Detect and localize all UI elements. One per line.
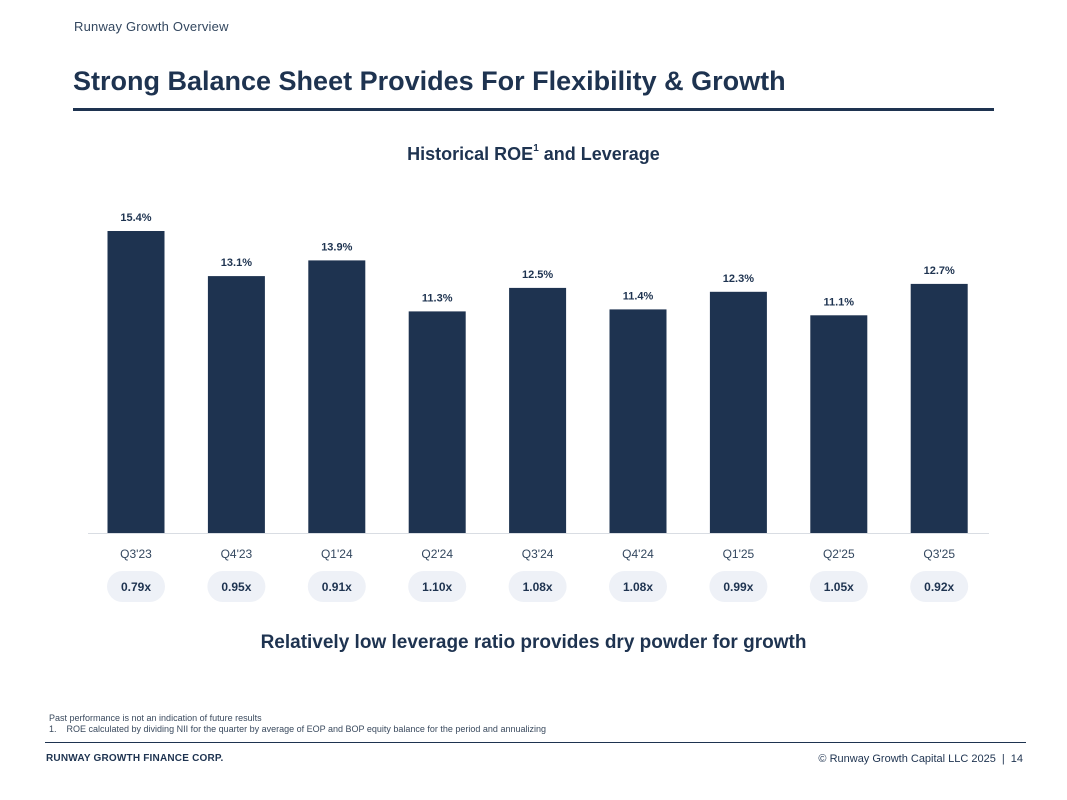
data-label: 11.3% — [422, 292, 453, 304]
roe-bar-chart: 15.4% Q3'23 0.79x 13.1% Q4'23 0.95x 13.9% Q1'24… — [88, 212, 989, 602]
leverage-pill — [709, 571, 768, 602]
data-label: 13.1% — [221, 257, 252, 269]
leverage-value: 0.95x — [221, 580, 251, 594]
title-divider — [73, 108, 994, 111]
x-tick-label: Q4'23 — [221, 547, 253, 561]
data-label: 11.1% — [824, 296, 855, 308]
bar-Q3'25 — [910, 283, 968, 533]
x-tick-label: Q1'25 — [723, 547, 755, 561]
leverage-pill — [307, 571, 366, 602]
leverage-pill — [207, 571, 266, 602]
page-number: 14 — [1010, 753, 1023, 765]
footer-right: © Runway Growth Capital LLC 2025 | 14 — [818, 753, 1023, 765]
bar-Q4'24 — [609, 309, 667, 533]
x-tick-label: Q3'25 — [923, 547, 955, 561]
data-label: 12.3% — [723, 273, 754, 285]
data-label: 12.7% — [924, 265, 955, 277]
leverage-value: 1.08x — [623, 580, 653, 594]
chart-title-main: Historical ROE — [407, 144, 534, 164]
bar-Q1'25 — [709, 291, 767, 533]
leverage-value: 0.99x — [723, 580, 753, 594]
leverage-value: 1.10x — [422, 580, 452, 594]
page-title: Strong Balance Sheet Provides For Flexib… — [73, 66, 786, 96]
bar-Q3'23 — [107, 231, 165, 533]
tagline: Relatively low leverage ratio provides d… — [260, 632, 807, 653]
data-label: 12.5% — [522, 269, 553, 281]
leverage-value: 0.92x — [924, 580, 954, 594]
leverage-pill — [508, 571, 567, 602]
leverage-pill — [809, 571, 868, 602]
x-tick-label: Q2'24 — [421, 547, 453, 561]
x-tick-label: Q3'24 — [522, 547, 554, 561]
footnote-disclaimer: Past performance is not an indication of… — [49, 713, 262, 723]
footer-divider — [45, 742, 1026, 743]
x-tick-label: Q3'23 — [120, 547, 152, 561]
footnote-number: 1. — [49, 724, 57, 734]
leverage-pill — [107, 571, 165, 602]
chart-title-suffix: and Leverage — [538, 144, 660, 164]
data-label: 15.4% — [120, 212, 151, 224]
leverage-value: 0.91x — [322, 580, 352, 594]
footer-copyright: © Runway Growth Capital LLC 2025 — [818, 753, 996, 765]
leverage-value: 1.08x — [523, 580, 553, 594]
footer-company-name: RUNWAY GROWTH FINANCE CORP. — [46, 753, 224, 764]
data-label: 13.9% — [321, 241, 352, 253]
bar-Q2'25 — [810, 315, 868, 533]
leverage-value: 1.05x — [824, 580, 854, 594]
bar-Q1'24 — [308, 260, 366, 533]
x-tick-label: Q2'25 — [823, 547, 855, 561]
x-tick-label: Q1'24 — [321, 547, 353, 561]
footnote-text: ROE calculated by dividing NII for the q… — [66, 724, 546, 734]
footnote-roe-definition: 1. ROE calculated by dividing NII for the… — [49, 724, 546, 734]
section-label: Runway Growth Overview — [74, 19, 229, 34]
footer-separator: | — [1001, 753, 1005, 765]
leverage-pill — [609, 571, 667, 602]
x-tick-label: Q4'24 — [622, 547, 654, 561]
bar-Q2'24 — [408, 311, 466, 533]
chart-title: Historical ROE1 and Leverage — [0, 143, 1067, 165]
chart-title-footnote-marker: 1 — [533, 143, 539, 154]
bar-Q4'23 — [207, 276, 265, 533]
leverage-pill — [910, 571, 969, 602]
bar-Q3'24 — [509, 287, 567, 533]
data-label: 11.4% — [623, 290, 654, 302]
leverage-pill — [408, 571, 467, 602]
leverage-value: 0.79x — [121, 580, 151, 594]
